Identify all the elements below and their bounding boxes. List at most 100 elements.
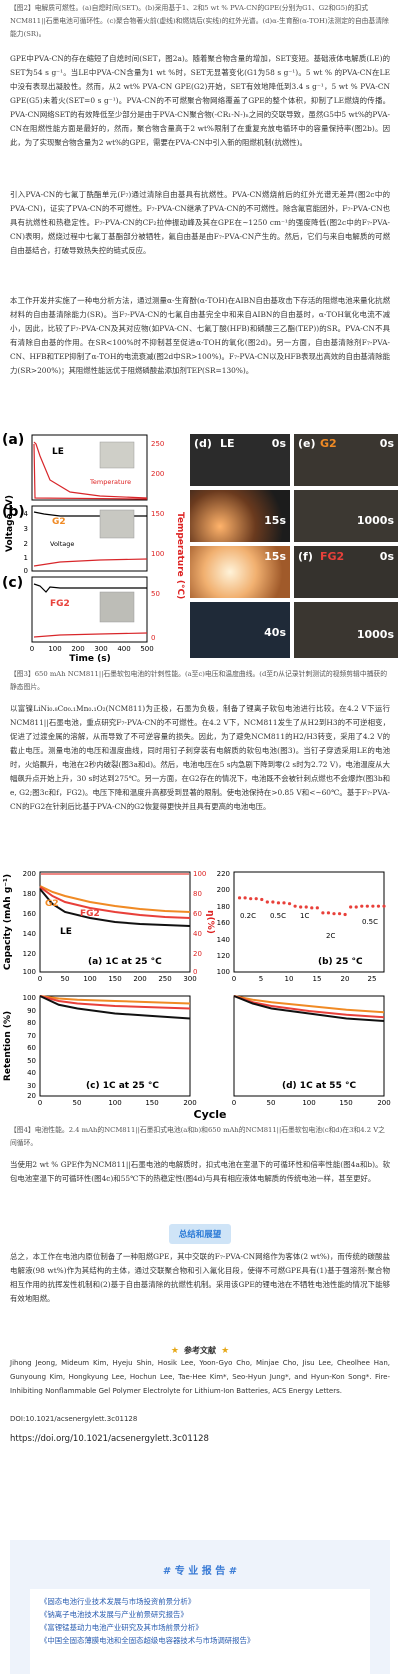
- fig4a-frame: [39, 871, 191, 973]
- fig4c-ylabel: Retention (%): [3, 1011, 13, 1081]
- rate-point: [321, 911, 325, 915]
- fig4-caption: 【图4】电池性能。2.4 mAh的NCM811||石墨扣式电池(a和b)和650…: [10, 1126, 385, 1147]
- svg-text:0: 0: [232, 975, 236, 983]
- svg-text:180: 180: [217, 903, 230, 911]
- paragraph-3: 本工作开发并实施了一种电分析方法，通过测量α-生育酚(α-TOH)在AIBN自由…: [10, 296, 390, 375]
- fig3-xticks: 0 100 200 300 400 500: [30, 645, 154, 653]
- rate-point: [243, 896, 247, 900]
- rate-point: [354, 905, 358, 909]
- rate-point: [376, 904, 381, 908]
- svg-text:20: 20: [341, 975, 350, 983]
- photo-d-40s: 40s: [190, 602, 290, 658]
- fig4a-ylabel: Capacity (mAh g⁻¹): [3, 874, 13, 970]
- svg-text:100: 100: [48, 645, 61, 653]
- fig4c-frame: [39, 995, 191, 1097]
- figure-4: Capacity (mAh g⁻¹) η(%) 200 180 160 140 …: [0, 868, 400, 1121]
- ref-header: ★ 参考文献 ★: [0, 1338, 400, 1357]
- fig4c-xticks: 0 50 100 150 200: [38, 1099, 197, 1107]
- svg-text:100: 100: [108, 1099, 121, 1107]
- photo-d-15s-flame: 15s: [190, 546, 290, 598]
- svg-text:4: 4: [24, 510, 29, 518]
- fig3-voltage-temperature-plots: (a) LE Temperature (b) G2 Voltage (c) FG…: [2, 432, 185, 664]
- svg-text:200: 200: [133, 975, 146, 983]
- temperature-label: Temperature: [89, 478, 131, 486]
- svg-text:0: 0: [193, 968, 197, 976]
- svg-text:200: 200: [183, 1099, 196, 1107]
- rate-point: [382, 904, 386, 908]
- fig4b-frame: [233, 871, 385, 973]
- svg-text:150: 150: [145, 1099, 158, 1107]
- series-line-1: [39, 995, 191, 1010]
- svg-text:15: 15: [313, 975, 322, 983]
- fig4b-xticks: 0 5 10 15 20 25: [232, 975, 377, 983]
- svg-text:60: 60: [27, 1044, 36, 1052]
- svg-text:2: 2: [24, 540, 28, 548]
- photo-d-0s: (d) LE 0s: [190, 434, 290, 486]
- svg-text:60: 60: [193, 910, 202, 918]
- rate-point: [237, 896, 242, 900]
- svg-text:200: 200: [377, 1099, 390, 1107]
- photo-f-0s: (f) FG2 0s: [294, 546, 398, 598]
- fig4a-legend-g2: G2: [45, 899, 59, 909]
- rate-point: [332, 912, 336, 916]
- fig4d-panel-label: (d) 1C at 55 °C: [282, 1081, 356, 1091]
- photo-f-1000s: 1000s: [294, 602, 398, 658]
- svg-text:1: 1: [24, 554, 28, 562]
- paragraph-2: 引入PVA-CN的七氟丁酰酯单元(F₇)通过清除自由基具有抗燃性。PVA-CN燃…: [10, 190, 390, 255]
- fig4b-series: [237, 896, 386, 917]
- report-link[interactable]: 《固态电池行业技术发展与市场投资前景分析》: [40, 1597, 196, 1606]
- svg-text:0: 0: [232, 1099, 236, 1107]
- panel-c-letter: (c): [2, 575, 23, 591]
- rate-0-2c: 0.2C: [240, 912, 256, 920]
- fig4d-xticks: 0 50 100 150 200: [232, 1099, 391, 1107]
- svg-text:50: 50: [27, 1057, 36, 1065]
- fig4c-series: [39, 995, 191, 1020]
- rate-0-5c: 0.5C: [270, 912, 286, 920]
- fig3-xlabel: Time (s): [69, 654, 110, 662]
- doi-link[interactable]: https://doi.org/10.1021/acsenergylett.3c…: [10, 1434, 209, 1444]
- svg-text:300: 300: [94, 645, 107, 653]
- svg-text:120: 120: [217, 952, 230, 960]
- report-link[interactable]: 《中国全固态薄膜电池和全固态超级电容器技术与市场调研报告》: [40, 1636, 255, 1645]
- ref-title: 参考文献: [184, 1346, 216, 1355]
- rate-point: [326, 911, 331, 915]
- fig3-panel-b: (b) G2 Voltage: [2, 504, 148, 572]
- svg-text:150: 150: [339, 1099, 352, 1107]
- fig4a-yticks: 200 180 160 140 120 100: [23, 870, 36, 976]
- fig3-panel-a: (a) LE Temperature: [2, 432, 148, 501]
- fig3-ylabel-right: Temperature (°C): [175, 512, 185, 599]
- svg-text:500: 500: [140, 645, 153, 653]
- rate-point: [365, 904, 369, 908]
- svg-text:180: 180: [23, 890, 36, 898]
- fig4a-ylabel-right: η(%): [205, 910, 215, 934]
- svg-text:100: 100: [193, 870, 206, 878]
- fig4a-legend-fg2: FG2: [80, 909, 100, 919]
- report-link[interactable]: 《富锂锰基动力电池产业研究及其市场前景分析》: [40, 1623, 203, 1632]
- svg-text:150: 150: [151, 510, 164, 518]
- rate-point: [249, 897, 253, 901]
- fig4a-series: [39, 885, 191, 927]
- svg-text:100: 100: [217, 968, 230, 976]
- svg-text:300: 300: [183, 975, 196, 983]
- rate-point: [304, 905, 308, 909]
- svg-text:50: 50: [151, 590, 160, 598]
- svg-text:20: 20: [193, 950, 202, 958]
- fig4-xlabel: Cycle: [194, 1108, 227, 1120]
- report-link[interactable]: 《钠离子电池技术发展与产业前景研究报告》: [40, 1610, 188, 1619]
- svg-text:160: 160: [23, 910, 36, 918]
- rate-point: [337, 912, 342, 916]
- series-line-0: [39, 995, 191, 1005]
- rate-point: [254, 897, 258, 901]
- fig3-tticks: 250 200 150 100 50 0: [151, 440, 164, 642]
- rate-point: [276, 901, 281, 905]
- svg-text:400: 400: [117, 645, 130, 653]
- ref-text: Jihong Jeong, Mideum Kim, Hyeju Shin, Ho…: [10, 1359, 390, 1395]
- fig2-caption: 【图2】电解质可燃性。(a)自熄时间(SET)。(b)采用基于1、2和5 wt …: [10, 4, 389, 38]
- star-icon: ★: [221, 1346, 230, 1356]
- svg-text:250: 250: [151, 440, 164, 448]
- label-g2: G2: [52, 517, 66, 527]
- panel-b-letter: (b): [2, 504, 25, 520]
- rate-0-5c-return: 0.5C: [362, 918, 378, 926]
- label-le: LE: [52, 447, 64, 457]
- svg-text:70: 70: [27, 1032, 36, 1040]
